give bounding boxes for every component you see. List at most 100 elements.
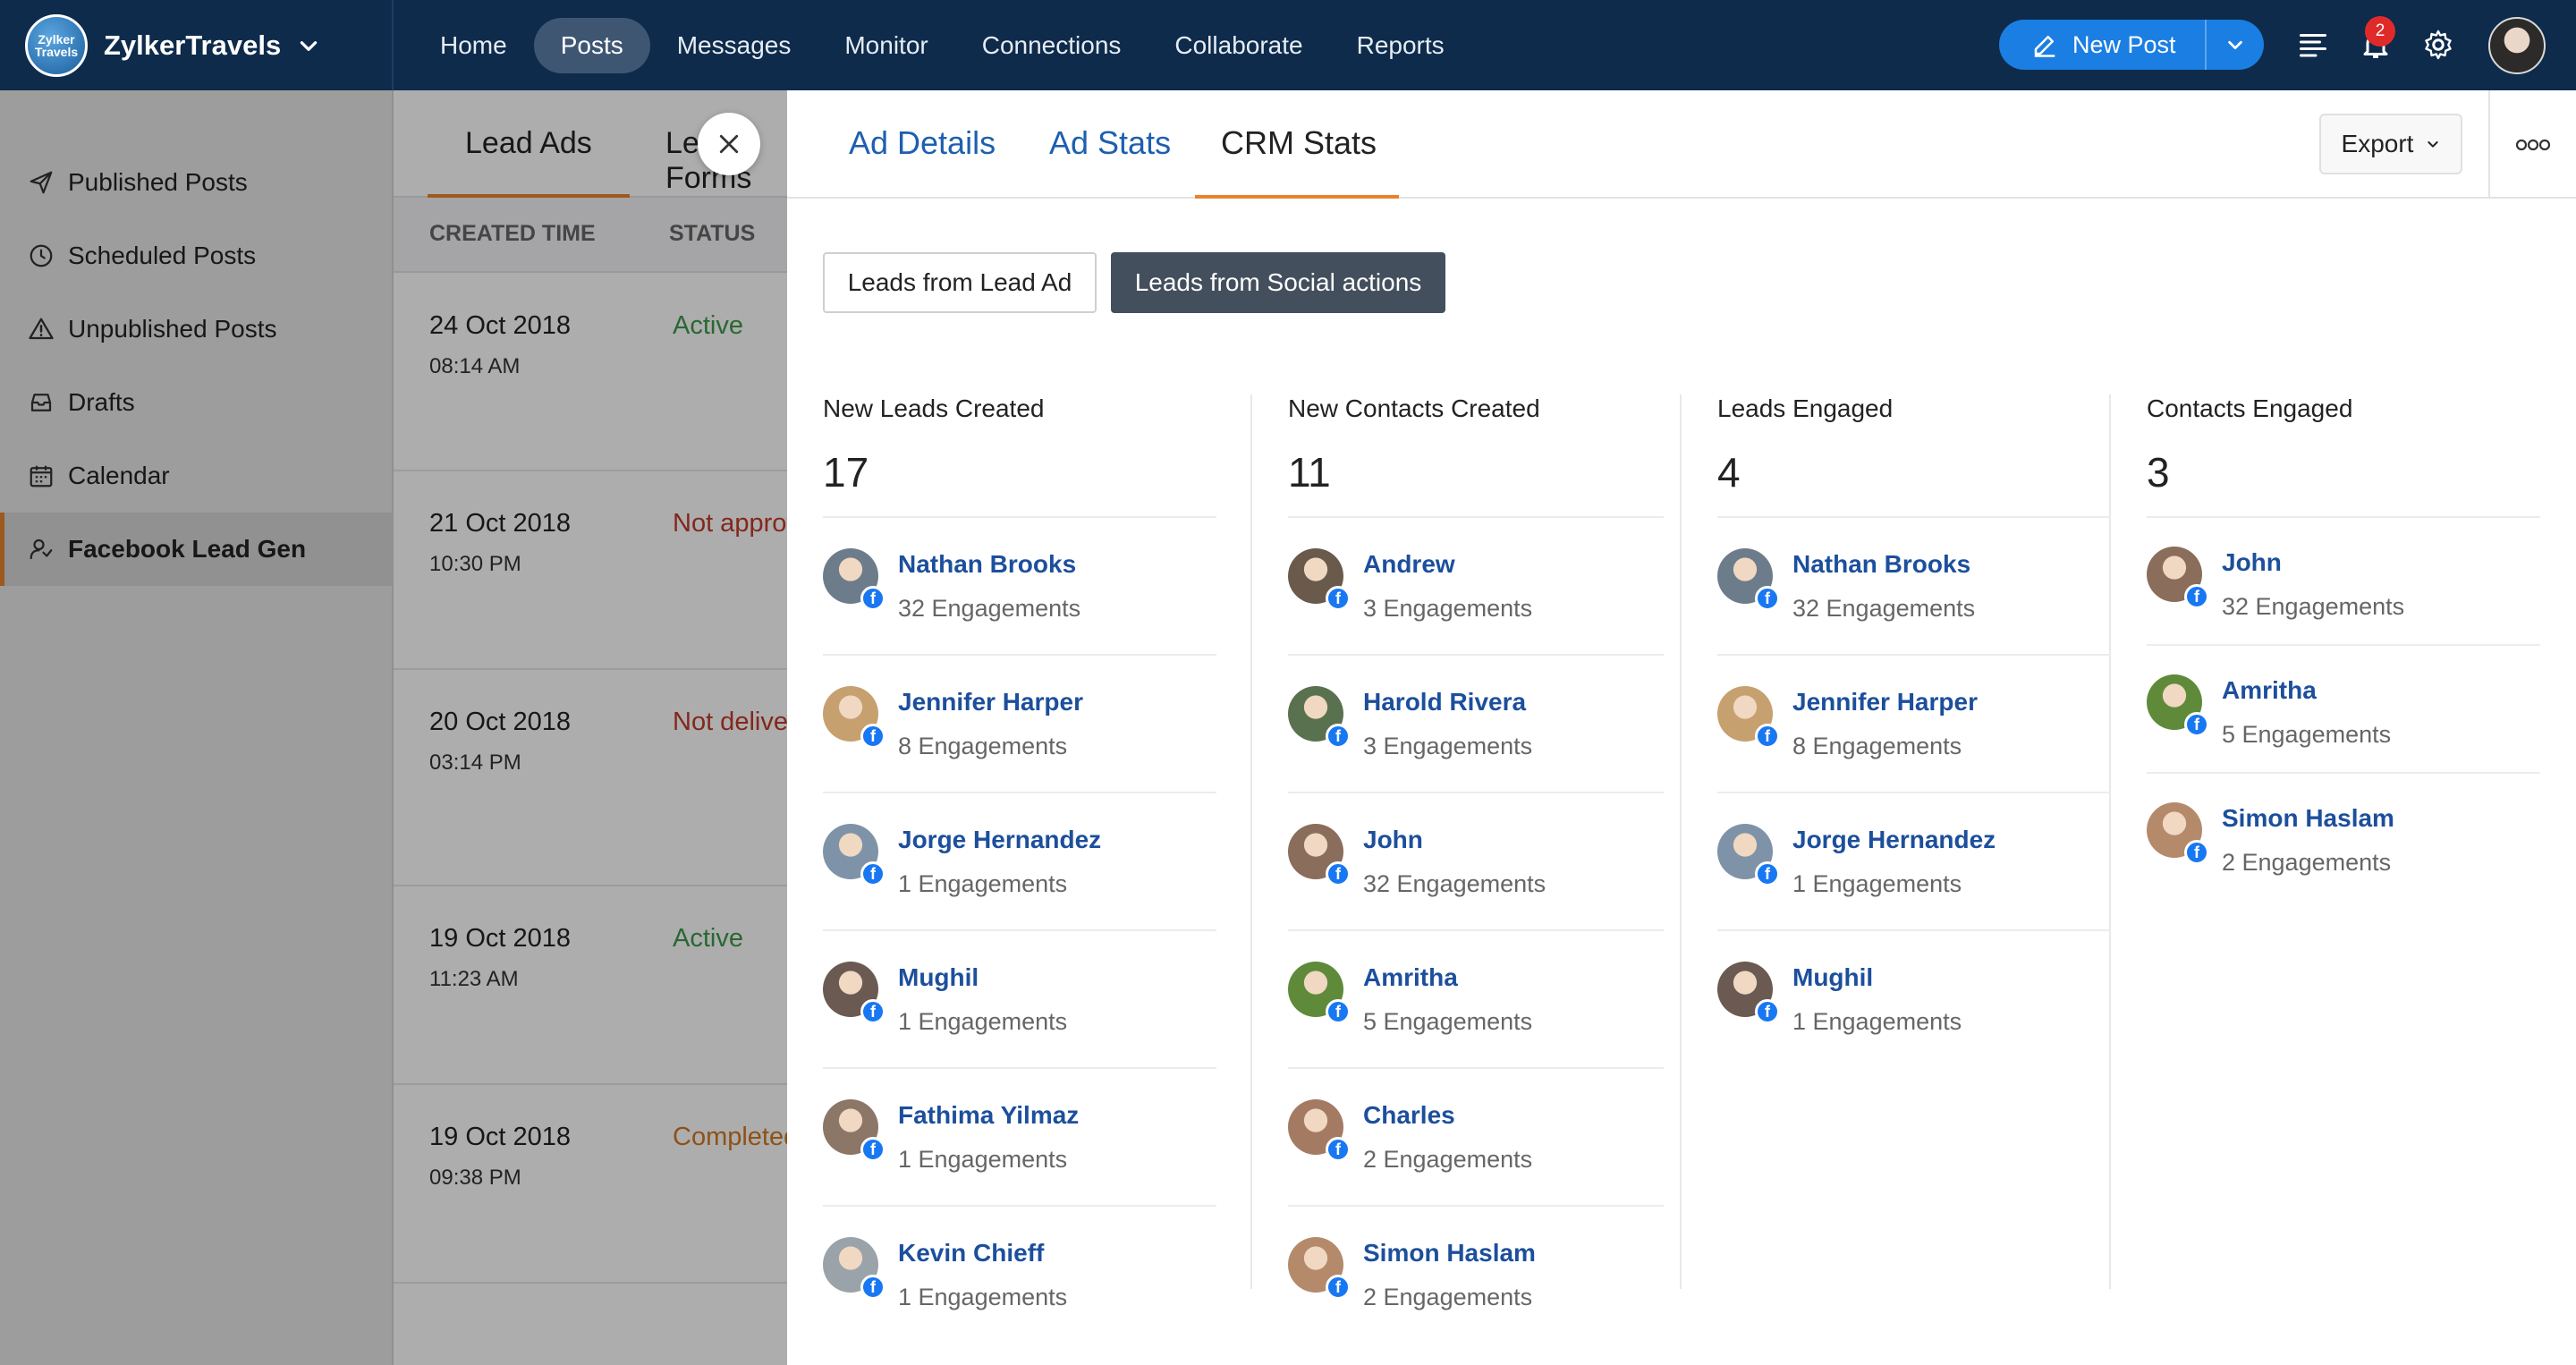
person-name[interactable]: Nathan Brooks bbox=[1792, 550, 1971, 578]
person-name[interactable]: Kevin Chieff bbox=[898, 1239, 1045, 1267]
nav-messages[interactable]: Messages bbox=[676, 30, 792, 59]
nav-connections[interactable]: Connections bbox=[981, 30, 1122, 59]
facebook-icon: f bbox=[1326, 999, 1351, 1024]
list-item[interactable]: f Charles 2 Engagements bbox=[1288, 1069, 1664, 1207]
person-name[interactable]: Charles bbox=[1363, 1101, 1455, 1129]
modal-backdrop bbox=[0, 90, 787, 1365]
facebook-icon: f bbox=[860, 586, 886, 611]
tab-crm-stats[interactable]: CRM Stats bbox=[1221, 124, 1377, 161]
new-post-split-button: New Post bbox=[1999, 20, 2264, 70]
person-name[interactable]: John bbox=[2222, 548, 2282, 576]
menu-lines-icon[interactable] bbox=[2293, 25, 2333, 64]
list-item[interactable]: f Jennifer Harper 8 Engagements bbox=[823, 656, 1216, 793]
table-row[interactable]: 24 Oct 2018 08:14 AM Active bbox=[394, 274, 787, 471]
person-name[interactable]: Amritha bbox=[2222, 676, 2317, 704]
row-date: 19 Oct 2018 bbox=[429, 924, 571, 953]
nav-reports[interactable]: Reports bbox=[1356, 30, 1445, 59]
list-item[interactable]: f Simon Haslam 2 Engagements bbox=[1288, 1207, 1664, 1344]
sidebar-item-calendar[interactable]: Calendar bbox=[0, 439, 392, 513]
table-row[interactable]: 19 Oct 2018 09:38 PM Completed bbox=[394, 1085, 787, 1284]
brand-switcher[interactable]: Zylker Travels ZylkerTravels bbox=[0, 0, 394, 90]
person-name[interactable]: Simon Haslam bbox=[1363, 1239, 1536, 1267]
person-name[interactable]: Jennifer Harper bbox=[1792, 688, 1978, 716]
avatar: f bbox=[1288, 824, 1351, 886]
person-name[interactable]: Andrew bbox=[1363, 550, 1455, 578]
pencil-icon bbox=[2034, 36, 2055, 57]
list-item[interactable]: f Mughil 1 Engagements bbox=[823, 931, 1216, 1069]
sidebar-item-facebook-lead-gen[interactable]: Facebook Lead Gen bbox=[0, 513, 392, 586]
person-name[interactable]: Jorge Hernandez bbox=[898, 826, 1102, 853]
stats-column: New Contacts Created 11 f Andrew 3 Engagemen… bbox=[1288, 394, 1664, 1344]
person-name[interactable]: Nathan Brooks bbox=[898, 550, 1077, 578]
column-divider bbox=[1250, 394, 1252, 1289]
list-item[interactable]: f Jorge Hernandez 1 Engagements bbox=[823, 793, 1216, 931]
facebook-icon: f bbox=[860, 724, 886, 749]
table-row[interactable]: 20 Oct 2018 03:14 PM Not delivering bbox=[394, 670, 787, 886]
more-options-button[interactable] bbox=[2488, 90, 2576, 199]
chevron-down-icon bbox=[300, 40, 318, 51]
table-row[interactable]: 21 Oct 2018 10:30 PM Not approved bbox=[394, 471, 787, 670]
close-panel-button[interactable] bbox=[698, 113, 760, 175]
nav-monitor[interactable]: Monitor bbox=[844, 30, 928, 59]
avatar: f bbox=[1288, 1099, 1351, 1162]
person-name[interactable]: Harold Rivera bbox=[1363, 688, 1527, 716]
tab-ad-stats[interactable]: Ad Stats bbox=[1049, 124, 1172, 161]
stats-column: New Leads Created 17 f Nathan Brooks 32 Enga… bbox=[823, 394, 1216, 1344]
list-item[interactable]: f Amritha 5 Engagements bbox=[1288, 931, 1664, 1069]
list-item[interactable]: f Nathan Brooks 32 Engagements bbox=[823, 518, 1216, 656]
list-item[interactable]: f Jorge Hernandez 1 Engagements bbox=[1717, 793, 2111, 931]
list-item[interactable]: f Harold Rivera 3 Engagements bbox=[1288, 656, 1664, 793]
nav-posts[interactable]: Posts bbox=[533, 17, 650, 73]
table-row[interactable]: 19 Oct 2018 11:23 AM Active bbox=[394, 886, 787, 1085]
list-item[interactable]: f John 32 Engagements bbox=[2147, 518, 2540, 646]
list-item[interactable]: f Simon Haslam 2 Engagements bbox=[2147, 774, 2540, 902]
new-post-button[interactable]: New Post bbox=[1999, 20, 2205, 70]
list-item[interactable]: f Nathan Brooks 32 Engagements bbox=[1717, 518, 2111, 656]
column-title: New Leads Created bbox=[823, 394, 1045, 422]
new-post-label: New Post bbox=[2072, 30, 2176, 58]
person-name[interactable]: Mughil bbox=[898, 963, 979, 991]
person-name[interactable]: Simon Haslam bbox=[2222, 804, 2394, 832]
export-dropdown-button[interactable]: Export bbox=[2319, 114, 2462, 174]
column-header-status: STATUS bbox=[669, 221, 756, 246]
nav-collaborate[interactable]: Collaborate bbox=[1174, 30, 1303, 59]
gear-icon[interactable] bbox=[2419, 25, 2458, 64]
person-name[interactable]: Jennifer Harper bbox=[898, 688, 1083, 716]
list-item[interactable]: f Jennifer Harper 8 Engagements bbox=[1717, 656, 2111, 793]
person-name[interactable]: John bbox=[1363, 826, 1423, 853]
list-item[interactable]: f Kevin Chieff 1 Engagements bbox=[823, 1207, 1216, 1344]
leads-from-lead-ad-toggle[interactable]: Leads from Lead Ad bbox=[823, 252, 1097, 313]
avatar: f bbox=[1717, 824, 1780, 886]
sidebar-item-scheduled-posts[interactable]: Scheduled Posts bbox=[0, 219, 392, 292]
list-item[interactable]: f Fathima Yilmaz 1 Engagements bbox=[823, 1069, 1216, 1207]
avatar: f bbox=[1288, 1237, 1351, 1300]
person-name[interactable]: Fathima Yilmaz bbox=[898, 1101, 1080, 1129]
sidebar-item-published-posts[interactable]: Published Posts bbox=[0, 146, 392, 219]
user-avatar[interactable] bbox=[2488, 17, 2546, 74]
person-name[interactable]: Mughil bbox=[1792, 963, 1874, 991]
leads-from-social-actions-toggle[interactable]: Leads from Social actions bbox=[1111, 252, 1445, 313]
people-list: f Nathan Brooks 32 Engagements f Jennifer Ha… bbox=[1717, 518, 2111, 1069]
row-time: 11:23 AM bbox=[429, 967, 519, 991]
sidebar-item-unpublished-posts[interactable]: Unpublished Posts bbox=[0, 292, 392, 366]
sidebar-item-drafts[interactable]: Drafts bbox=[0, 366, 392, 439]
list-item[interactable]: f Amritha 5 Engagements bbox=[2147, 646, 2540, 774]
facebook-icon: f bbox=[1326, 1137, 1351, 1162]
close-icon bbox=[719, 134, 739, 154]
new-post-dropdown-button[interactable] bbox=[2205, 20, 2264, 70]
person-name[interactable]: Amritha bbox=[1363, 963, 1458, 991]
list-item[interactable]: f John 32 Engagements bbox=[1288, 793, 1664, 931]
logo-text: Zylker Travels bbox=[34, 31, 79, 59]
nav-home[interactable]: Home bbox=[440, 30, 507, 59]
list-item[interactable]: f Andrew 3 Engagements bbox=[1288, 518, 1664, 656]
avatar: f bbox=[823, 548, 886, 611]
column-count: 17 bbox=[823, 449, 869, 496]
person-name[interactable]: Jorge Hernandez bbox=[1792, 826, 1996, 853]
list-item[interactable]: f Mughil 1 Engagements bbox=[1717, 931, 2111, 1069]
column-count: 4 bbox=[1717, 449, 1741, 496]
avatar: f bbox=[1288, 686, 1351, 749]
tab-lead-ads[interactable]: Lead Ads bbox=[465, 126, 592, 160]
warning-icon bbox=[27, 315, 55, 343]
tab-ad-details[interactable]: Ad Details bbox=[849, 124, 996, 161]
people-list: f Andrew 3 Engagements f Harold Rivera 3 Enga… bbox=[1288, 518, 1664, 1344]
